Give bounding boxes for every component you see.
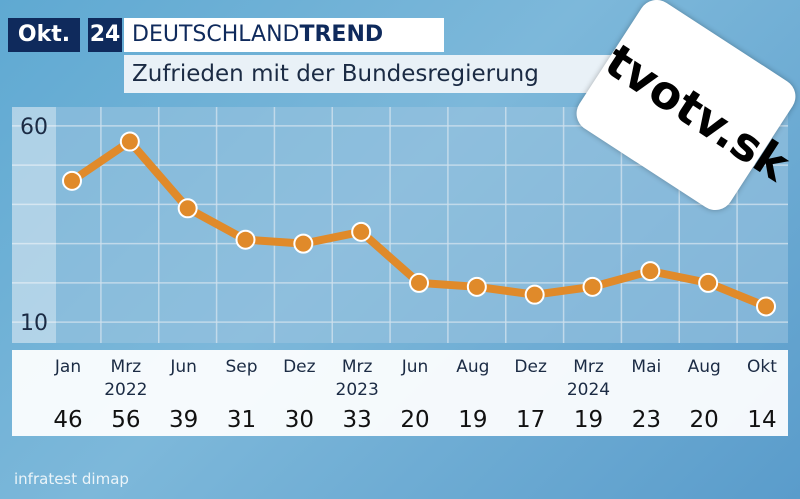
data-value-label: 39 — [169, 407, 198, 433]
data-value-label: 20 — [690, 407, 719, 433]
data-point — [640, 261, 661, 282]
data-point — [62, 170, 82, 191]
data-value-label: 33 — [343, 407, 372, 433]
data-point — [524, 284, 545, 305]
x-tick-label: Jan — [54, 357, 81, 377]
brand-title: DEUTSCHLANDTREND — [124, 18, 444, 52]
data-value-label: 46 — [53, 407, 82, 433]
x-tick-label: Aug — [688, 357, 721, 377]
month-badge: Okt. — [8, 18, 80, 52]
x-tick-label: Mrz — [111, 357, 142, 377]
data-point — [351, 221, 372, 242]
x-tick-label: Jun — [169, 357, 197, 377]
x-tick-label: Mrz — [342, 357, 373, 377]
data-point — [119, 131, 140, 152]
x-tick-label: Aug — [456, 357, 489, 377]
y-axis: 60 10 — [20, 115, 48, 336]
x-tick-label: Mai — [631, 357, 661, 377]
year-badge: 24 — [88, 18, 122, 52]
data-value-label: 14 — [747, 407, 776, 433]
data-value-label: 17 — [516, 407, 545, 433]
x-tick-label: Jun — [401, 357, 429, 377]
data-point — [293, 233, 314, 254]
x-year-label: 2023 — [336, 380, 379, 400]
y-axis-band — [12, 107, 56, 343]
data-point — [582, 276, 603, 297]
series — [62, 131, 776, 317]
data-value-label: 56 — [111, 407, 140, 433]
chart-subtitle: Zufrieden mit der Bundesregierung — [124, 55, 612, 93]
x-tick-label: Sep — [225, 357, 257, 377]
x-year-label: 2022 — [104, 380, 147, 400]
x-tick-label: Dez — [283, 357, 316, 377]
y-tick-label: 10 — [20, 311, 48, 336]
data-point — [177, 198, 198, 219]
y-tick-label: 60 — [20, 115, 48, 140]
data-point — [235, 229, 256, 250]
label-panel — [12, 350, 788, 436]
data-point — [698, 272, 719, 293]
x-axis: Jan Mrz Jun Sep Dez Mrz Jun Aug Dez Mrz Mai Aug Okt 2… — [53, 357, 777, 433]
data-value-label: 20 — [400, 407, 429, 433]
data-value-label: 31 — [227, 407, 256, 433]
data-value-label: 23 — [632, 407, 661, 433]
data-point — [409, 272, 429, 293]
x-tick-label: Dez — [514, 357, 547, 377]
data-value-label: 19 — [458, 407, 487, 433]
source-label: infratest dimap — [14, 470, 129, 488]
brand-title-bold: TREND — [299, 22, 384, 47]
brand-title-regular: DEUTSCHLAND — [132, 22, 300, 47]
data-value-label: 19 — [574, 407, 603, 433]
data-point — [466, 276, 487, 297]
data-value-label: 30 — [285, 407, 314, 433]
data-point — [756, 296, 776, 317]
x-tick-label: Mrz — [573, 357, 604, 377]
x-tick-label: Okt — [747, 357, 777, 377]
x-year-label: 2024 — [567, 380, 610, 400]
